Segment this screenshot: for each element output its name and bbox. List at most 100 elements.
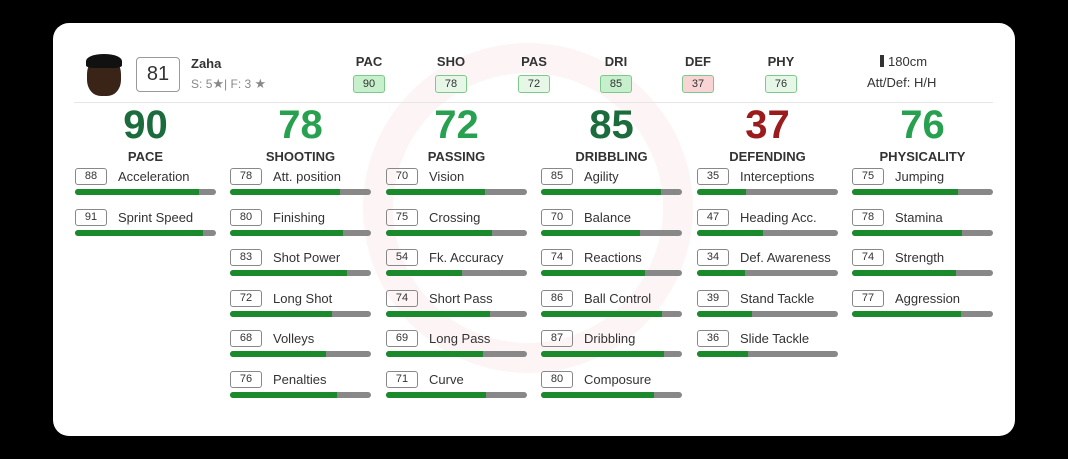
stat-name: Sprint Speed	[118, 209, 194, 225]
summary-item: PHY 76	[751, 54, 811, 93]
stat-bar	[697, 351, 748, 357]
stat-bar-track	[852, 189, 993, 195]
stat-bar	[386, 270, 463, 276]
stat-bar	[852, 310, 961, 317]
stat-value: 68	[230, 330, 262, 347]
stat-bar-track	[230, 189, 371, 195]
stat-row: 75 Crossing	[386, 208, 527, 250]
stat-bar-track	[541, 310, 682, 317]
stat-bar	[697, 229, 764, 236]
stat-bar	[541, 229, 640, 236]
category-column: 72 PASSING 70 Vision 75 Crossing 54 Fk. Accurac…	[386, 103, 527, 411]
stat-bar-track	[386, 351, 527, 357]
stat-bar-track	[386, 310, 527, 317]
summary-label: PHY	[767, 54, 795, 69]
stat-value: 70	[386, 168, 418, 185]
stat-value: 47	[697, 208, 729, 226]
category-column: 76 PHYSICALITY 75 Jumping 78 Stamina 74 Strengt…	[852, 103, 993, 330]
summary-item: PAC 90	[339, 54, 399, 93]
stat-value: 70	[541, 208, 573, 226]
stat-name: Att. position	[273, 169, 341, 184]
stat-name: Acceleration	[118, 169, 190, 184]
stat-bar-track	[230, 310, 371, 317]
stat-name: Finishing	[273, 209, 326, 225]
stat-name: Short Pass	[429, 290, 493, 306]
skills-weak-foot: S: 5★| F: 3 ★	[191, 76, 267, 91]
stat-name: Stamina	[895, 209, 943, 225]
stat-bar-track	[230, 391, 371, 398]
stat-row: 78 Att. position	[230, 168, 371, 209]
weak-foot-value: 3	[244, 77, 252, 91]
skills-value: 5	[205, 77, 213, 91]
stat-row: 39 Stand Tackle	[697, 289, 838, 331]
stat-row: 70 Vision	[386, 168, 527, 209]
stat-bar	[230, 189, 340, 195]
stat-bar	[386, 189, 485, 195]
stat-list: 78 Att. position 80 Finishing 83 Shot Power 72…	[230, 168, 371, 411]
stat-value: 36	[697, 330, 729, 347]
star-icon: ★	[254, 76, 267, 91]
skills-label: S:	[191, 77, 203, 91]
stat-row: 74 Short Pass	[386, 289, 527, 331]
stat-row: 80 Composure	[541, 370, 682, 412]
stat-bar	[386, 229, 492, 236]
summary-label: PAS	[521, 54, 547, 69]
stat-value: 78	[230, 168, 262, 185]
stat-value: 74	[541, 249, 573, 266]
stat-name: Volleys	[273, 331, 315, 346]
stat-row: 72 Long Shot	[230, 289, 371, 331]
summary-badge: 85	[600, 75, 632, 93]
separator	[74, 102, 993, 103]
category-rating: 72	[434, 103, 479, 147]
stat-name: Stand Tackle	[740, 290, 815, 306]
stat-bar-track	[386, 391, 527, 398]
stat-value: 85	[541, 168, 573, 185]
stat-bar	[230, 310, 332, 317]
category-name: PASSING	[427, 149, 486, 164]
stat-bar-track	[75, 189, 216, 195]
star-icon: ★	[212, 76, 225, 91]
stat-value: 35	[697, 168, 729, 185]
summary-item: DRI 85	[586, 54, 646, 93]
stat-bar	[541, 189, 661, 195]
stat-value: 91	[75, 208, 107, 226]
stat-value: 69	[386, 330, 418, 347]
category-rating: 90	[123, 103, 168, 147]
stat-row: 74 Reactions	[541, 249, 682, 290]
stat-name: Heading Acc.	[740, 209, 817, 225]
category-name: SHOOTING	[265, 149, 336, 164]
category-rating: 78	[278, 103, 323, 147]
stat-name: Balance	[584, 209, 631, 225]
stat-row: 69 Long Pass	[386, 330, 527, 371]
stat-value: 86	[541, 289, 573, 307]
summary-label: DEF	[685, 54, 711, 69]
stat-name: Ball Control	[584, 290, 652, 306]
stat-value: 77	[852, 289, 884, 307]
stat-bar-track	[75, 229, 216, 236]
stat-value: 76	[230, 370, 262, 388]
stat-row: 75 Jumping	[852, 168, 993, 209]
stat-row: 85 Agility	[541, 168, 682, 209]
stat-row: 34 Def. Awareness	[697, 249, 838, 290]
stat-value: 88	[75, 168, 107, 185]
work-rates: Att/Def: H/H	[867, 75, 937, 90]
player-card: 81 Zaha S: 5★| F: 3 ★ 180cm Att/Def: H/H…	[53, 23, 1015, 436]
summary-item: SHO 78	[421, 54, 481, 93]
stat-bar-track	[697, 270, 838, 276]
stat-bar-track	[230, 351, 371, 357]
stat-bar	[852, 229, 962, 236]
stat-name: Aggression	[895, 290, 961, 306]
stat-bar	[75, 229, 204, 236]
stat-row: 35 Interceptions	[697, 168, 838, 209]
summary-item: DEF 37	[668, 54, 728, 93]
stat-name: Strength	[895, 250, 945, 265]
stat-name: Penalties	[273, 371, 327, 387]
category-name: PHYSICALITY	[879, 149, 966, 164]
stat-row: 83 Shot Power	[230, 249, 371, 290]
stat-row: 74 Strength	[852, 249, 993, 290]
stat-bar	[230, 351, 326, 357]
stat-name: Vision	[429, 169, 465, 184]
stat-row: 86 Ball Control	[541, 289, 682, 331]
stat-value: 72	[230, 289, 262, 307]
